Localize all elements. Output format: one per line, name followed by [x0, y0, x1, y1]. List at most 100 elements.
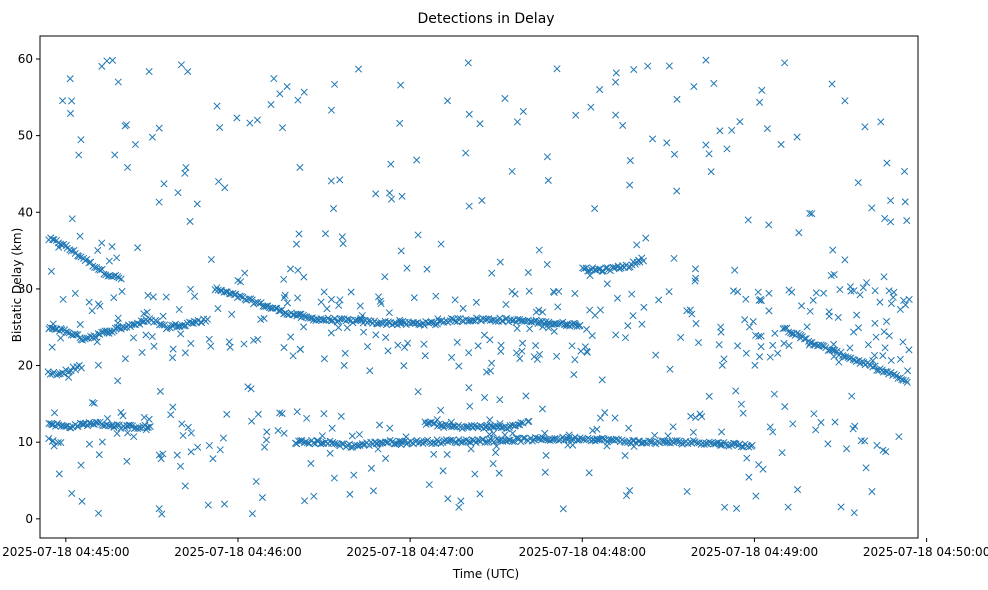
- detection-point: [341, 349, 349, 357]
- detection-point: [744, 216, 752, 224]
- detection-point: [49, 320, 57, 328]
- detection-point: [465, 349, 473, 357]
- detection-point: [541, 468, 549, 476]
- detection-point: [628, 290, 636, 298]
- detection-point: [350, 471, 358, 479]
- detection-point: [338, 440, 346, 448]
- detection-point: [241, 269, 249, 277]
- detection-point: [693, 439, 701, 447]
- detection-point: [187, 429, 195, 437]
- detection-point: [321, 230, 330, 238]
- detection-point: [640, 303, 648, 311]
- detection-point: [715, 341, 723, 349]
- detection-point: [514, 315, 522, 323]
- detection-point: [300, 88, 308, 96]
- detection-point: [598, 376, 606, 384]
- detection-point: [158, 321, 166, 329]
- detection-point: [808, 210, 816, 218]
- detection-point: [434, 315, 442, 323]
- detection-point: [331, 439, 339, 448]
- detection-point: [849, 425, 857, 433]
- detection-point: [213, 102, 221, 110]
- detection-point: [688, 310, 696, 318]
- detection-point: [513, 118, 521, 126]
- detection-point: [541, 429, 549, 437]
- detection-point: [260, 443, 269, 451]
- detection-point: [809, 296, 817, 304]
- detection-point: [629, 312, 637, 320]
- detection-point: [355, 430, 363, 439]
- detection-point: [857, 437, 865, 445]
- detection-point: [472, 298, 480, 306]
- detection-point: [842, 353, 850, 361]
- detection-point: [751, 361, 759, 369]
- detection-point: [571, 356, 579, 364]
- detection-point: [58, 326, 66, 334]
- detection-point: [310, 439, 318, 447]
- detection-point: [707, 168, 715, 176]
- detection-point: [50, 235, 58, 244]
- detection-point: [307, 459, 315, 468]
- detection-point: [220, 500, 229, 508]
- detection-point: [550, 327, 558, 335]
- detection-point: [157, 455, 165, 463]
- detection-point: [263, 428, 271, 436]
- detection-point: [595, 265, 603, 273]
- detection-point: [310, 492, 318, 500]
- detection-point: [503, 314, 511, 322]
- detection-point: [347, 288, 355, 296]
- detection-point: [603, 442, 611, 450]
- detection-point: [539, 323, 547, 331]
- detection-point: [871, 362, 879, 370]
- detection-point: [214, 304, 222, 313]
- detection-point: [683, 487, 691, 496]
- detection-point: [551, 434, 559, 443]
- detection-point: [92, 334, 100, 342]
- detection-point: [859, 284, 867, 292]
- detection-point: [830, 340, 838, 348]
- detection-point: [94, 330, 102, 338]
- detection-point: [85, 440, 93, 448]
- detection-point: [421, 352, 429, 360]
- detection-point: [827, 271, 835, 280]
- detection-point: [336, 176, 344, 184]
- detection-point: [74, 331, 82, 339]
- detection-point: [739, 409, 747, 417]
- detection-point: [755, 461, 763, 469]
- detection-point: [862, 464, 870, 472]
- detection-point: [683, 307, 691, 315]
- detection-point: [387, 195, 396, 203]
- detection-point: [123, 422, 131, 430]
- detection-point: [124, 163, 132, 172]
- detection-point: [292, 240, 301, 248]
- detection-point: [545, 318, 553, 326]
- detection-point: [194, 443, 202, 451]
- detection-point: [51, 409, 59, 417]
- detection-point: [244, 383, 252, 391]
- detection-point: [159, 312, 167, 320]
- detection-point: [327, 177, 335, 185]
- detection-point: [850, 328, 858, 336]
- detection-point: [340, 361, 348, 369]
- detection-point: [694, 339, 703, 347]
- detection-point: [396, 318, 404, 326]
- detection-point: [793, 329, 801, 337]
- detection-point: [853, 311, 861, 319]
- detection-point: [450, 422, 459, 430]
- detection-point: [455, 503, 463, 511]
- detection-point: [756, 353, 764, 361]
- detection-point: [88, 307, 96, 315]
- detection-point: [745, 473, 753, 481]
- detection-point: [896, 355, 904, 363]
- detection-point: [468, 436, 476, 444]
- detection-point: [203, 315, 211, 323]
- detection-point: [825, 312, 833, 320]
- detection-point: [497, 424, 505, 432]
- detection-point: [410, 294, 418, 302]
- detection-point: [883, 159, 891, 167]
- detection-point: [793, 486, 802, 494]
- detection-point: [596, 306, 604, 314]
- detection-point: [471, 470, 479, 478]
- detection-point: [577, 347, 585, 355]
- detection-point: [829, 246, 837, 254]
